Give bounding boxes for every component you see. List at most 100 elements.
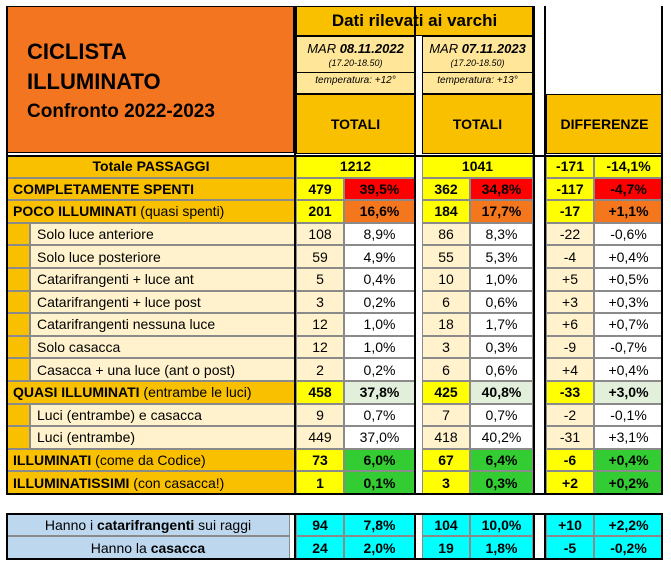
differenze-header: DIFFERENZE — [546, 94, 663, 154]
percent-2023: 5,3% — [470, 245, 533, 268]
value-2022: 9 — [296, 404, 344, 427]
divider-vertical-1 — [294, 6, 296, 494]
diff-value: -171 — [546, 155, 594, 178]
percent-2022: 0,1% — [344, 471, 415, 494]
indent-spacer — [6, 313, 30, 336]
diff-value: +3 — [546, 291, 594, 314]
diff-percent: -4,7% — [594, 178, 663, 201]
date-2022: MAR 08.11.2022 — [297, 41, 414, 56]
percent-2023: 40,8% — [470, 381, 533, 404]
percent-2022: 37,0% — [344, 426, 415, 449]
diff-percent: +0,4% — [594, 245, 663, 268]
bottom-diff-value: -5 — [546, 536, 594, 559]
diff-value: -22 — [546, 223, 594, 246]
value-2023: 3 — [422, 336, 470, 359]
value-2022: 201 — [296, 200, 344, 223]
row-label: QUASI ILLUMINATI (entrambe le luci) — [6, 381, 296, 404]
row-label: Catarifrangenti + luce post — [30, 291, 296, 314]
value-2022: 479 — [296, 178, 344, 201]
value-2022: 108 — [296, 223, 344, 246]
value-2022: 5 — [296, 268, 344, 291]
value-2023: 184 — [422, 200, 470, 223]
divider-vertical-bottom-0 — [6, 513, 8, 559]
bottom-percent-2022: 7,8% — [344, 513, 415, 536]
row-label-suffix: (come da Codice) — [91, 452, 205, 468]
bottom-diff-percent: +2,2% — [594, 513, 663, 536]
value-2023: 6 — [422, 291, 470, 314]
bottom-value-2022: 94 — [296, 513, 344, 536]
row-label-suffix: (entrambe le luci) — [140, 384, 252, 400]
value-2023: 7 — [422, 404, 470, 427]
row-label: Luci (entrambe) e casacca — [30, 404, 296, 427]
divider-vertical-4 — [544, 6, 546, 494]
diff-value: -33 — [546, 381, 594, 404]
value-2023: 418 — [422, 426, 470, 449]
divider-vertical-bottom-2 — [414, 513, 416, 559]
divider-vertical-bottom-3 — [533, 513, 535, 559]
row-label-suffix: (con casacca!) — [129, 475, 224, 491]
value-2022: 1 — [296, 471, 344, 494]
row-label: Solo casacca — [30, 336, 296, 359]
percent-2022: 8,9% — [344, 223, 415, 246]
divider-vertical-2 — [414, 6, 416, 494]
value-2023: 18 — [422, 313, 470, 336]
bottom-row-label: Hanno la casacca — [6, 536, 290, 559]
percent-2023: 17,7% — [470, 200, 533, 223]
bottom-label-pre: Hanno la — [91, 540, 151, 556]
value-2023: 3 — [422, 471, 470, 494]
bottom-label-bold: casacca — [151, 540, 206, 556]
diff-percent: -0,7% — [594, 336, 663, 359]
percent-2022: 0,4% — [344, 268, 415, 291]
row-label-suffix: (quasi spenti) — [136, 203, 224, 219]
value-2022: 449 — [296, 426, 344, 449]
bottom-row-label: Hanno i catarifrangenti sui raggi — [6, 513, 290, 536]
row-label-main: ILLUMINATI — [13, 452, 91, 468]
value-2023: 425 — [422, 381, 470, 404]
value-2022: 73 — [296, 449, 344, 472]
percent-2022: 0,2% — [344, 358, 415, 381]
percent-2023: 40,2% — [470, 426, 533, 449]
bottom-percent-2023: 1,8% — [470, 536, 533, 559]
diff-percent: +1,1% — [594, 200, 663, 223]
diff-value: -31 — [546, 426, 594, 449]
percent-2023: 6,4% — [470, 449, 533, 472]
diff-percent: -0,1% — [594, 404, 663, 427]
date-2023: MAR 07.11.2023 — [423, 41, 532, 56]
diff-value: -2 — [546, 404, 594, 427]
diff-value: -9 — [546, 336, 594, 359]
diff-percent: +3,1% — [594, 426, 663, 449]
time-2022: (17.20-18.50) — [297, 58, 414, 68]
value-2023: 86 — [422, 223, 470, 246]
totali-2023-header: TOTALI — [422, 94, 533, 154]
row-label: Casacca + una luce (ant o post) — [30, 358, 296, 381]
percent-2022: 0,7% — [344, 404, 415, 427]
diff-value: +5 — [546, 268, 594, 291]
bottom-diff-percent: -0,2% — [594, 536, 663, 559]
row-label: Solo luce posteriore — [30, 245, 296, 268]
value-2023: 55 — [422, 245, 470, 268]
divider-vertical-bottom-4 — [544, 513, 546, 559]
value-2022: 12 — [296, 336, 344, 359]
diff-value: -17 — [546, 200, 594, 223]
temp-2023: temperatura: +13° — [423, 72, 532, 86]
percent-2023: 1,0% — [470, 268, 533, 291]
bottom-value-2022: 24 — [296, 536, 344, 559]
divider-bottom-end — [6, 558, 663, 560]
title-line-2: ILLUMINATO — [27, 67, 293, 97]
divider-vertical-3 — [533, 6, 535, 494]
row-label: Solo luce anteriore — [30, 223, 296, 246]
row-label: Totale PASSAGGI — [6, 155, 296, 178]
row-label-main: QUASI ILLUMINATI — [13, 384, 140, 400]
diff-value: -4 — [546, 245, 594, 268]
day-2023: MAR — [429, 41, 458, 56]
indent-spacer — [6, 404, 30, 427]
indent-spacer — [6, 426, 30, 449]
percent-2022: 4,9% — [344, 245, 415, 268]
col-header-2022: MAR 08.11.2022 (17.20-18.50) temperatura… — [296, 36, 415, 94]
value-2022: 59 — [296, 245, 344, 268]
percent-2023: 0,6% — [470, 291, 533, 314]
bottom-label-bold: catarifrangenti — [97, 517, 194, 533]
col-header-2023: MAR 07.11.2023 (17.20-18.50) temperatura… — [422, 36, 533, 94]
row-label: ILLUMINATI (come da Codice) — [6, 449, 296, 472]
divider-vertical-5 — [661, 6, 663, 494]
